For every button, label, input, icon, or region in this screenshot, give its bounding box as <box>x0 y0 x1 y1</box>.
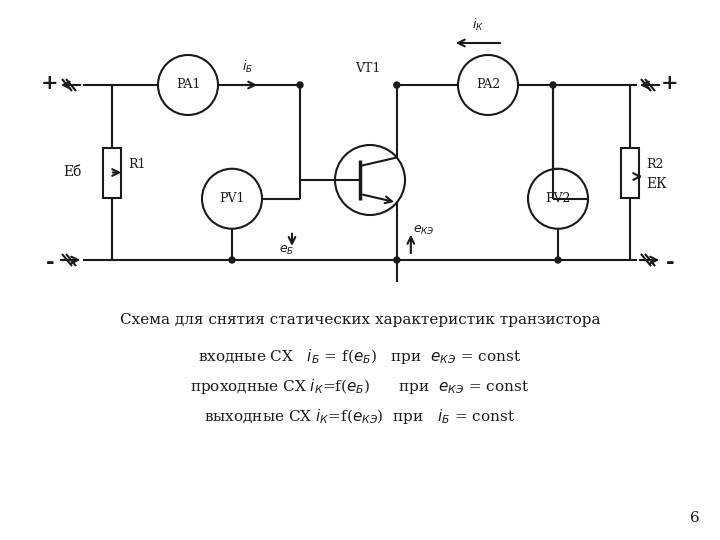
Circle shape <box>297 82 303 88</box>
Text: Схема для снятия статических характеристик транзистора: Схема для снятия статических характерист… <box>120 313 600 327</box>
Text: ЕК: ЕК <box>646 178 667 192</box>
Text: VT1: VT1 <box>355 62 381 75</box>
Circle shape <box>555 257 561 263</box>
Circle shape <box>394 82 400 88</box>
Text: R1: R1 <box>128 158 145 171</box>
Text: $e_Б$: $e_Б$ <box>279 244 294 257</box>
Text: $i_Б$: $i_Б$ <box>243 59 253 75</box>
Text: PV1: PV1 <box>220 192 245 205</box>
Circle shape <box>229 257 235 263</box>
Text: PV2: PV2 <box>545 192 571 205</box>
Bar <box>621 147 639 198</box>
Circle shape <box>550 82 556 88</box>
Text: Еб: Еб <box>63 165 81 179</box>
Text: +: + <box>41 73 59 93</box>
Text: проходные СХ $i_К$=f($e_Б$)      при  $e_{КЭ}$ = const: проходные СХ $i_К$=f($e_Б$) при $e_{КЭ}$… <box>190 376 530 395</box>
Text: 6: 6 <box>690 511 700 525</box>
Text: -: - <box>45 252 54 272</box>
Text: $i_К$: $i_К$ <box>472 17 484 33</box>
Text: выходные СХ $i_К$=f($e_{КЭ}$)  при   $i_Б$ = const: выходные СХ $i_К$=f($e_{КЭ}$) при $i_Б$ … <box>204 407 516 426</box>
Text: +: + <box>661 73 679 93</box>
Text: входные СХ   $i_Б$ = f($e_Б$)   при  $e_{КЭ}$ = const: входные СХ $i_Б$ = f($e_Б$) при $e_{КЭ}$… <box>199 347 521 366</box>
Bar <box>103 147 121 198</box>
Text: PA1: PA1 <box>176 78 200 91</box>
Text: PA2: PA2 <box>476 78 500 91</box>
Text: $e_{КЭ}$: $e_{КЭ}$ <box>413 224 435 237</box>
Circle shape <box>394 257 400 263</box>
Text: -: - <box>666 252 675 272</box>
Text: R2: R2 <box>646 158 663 171</box>
